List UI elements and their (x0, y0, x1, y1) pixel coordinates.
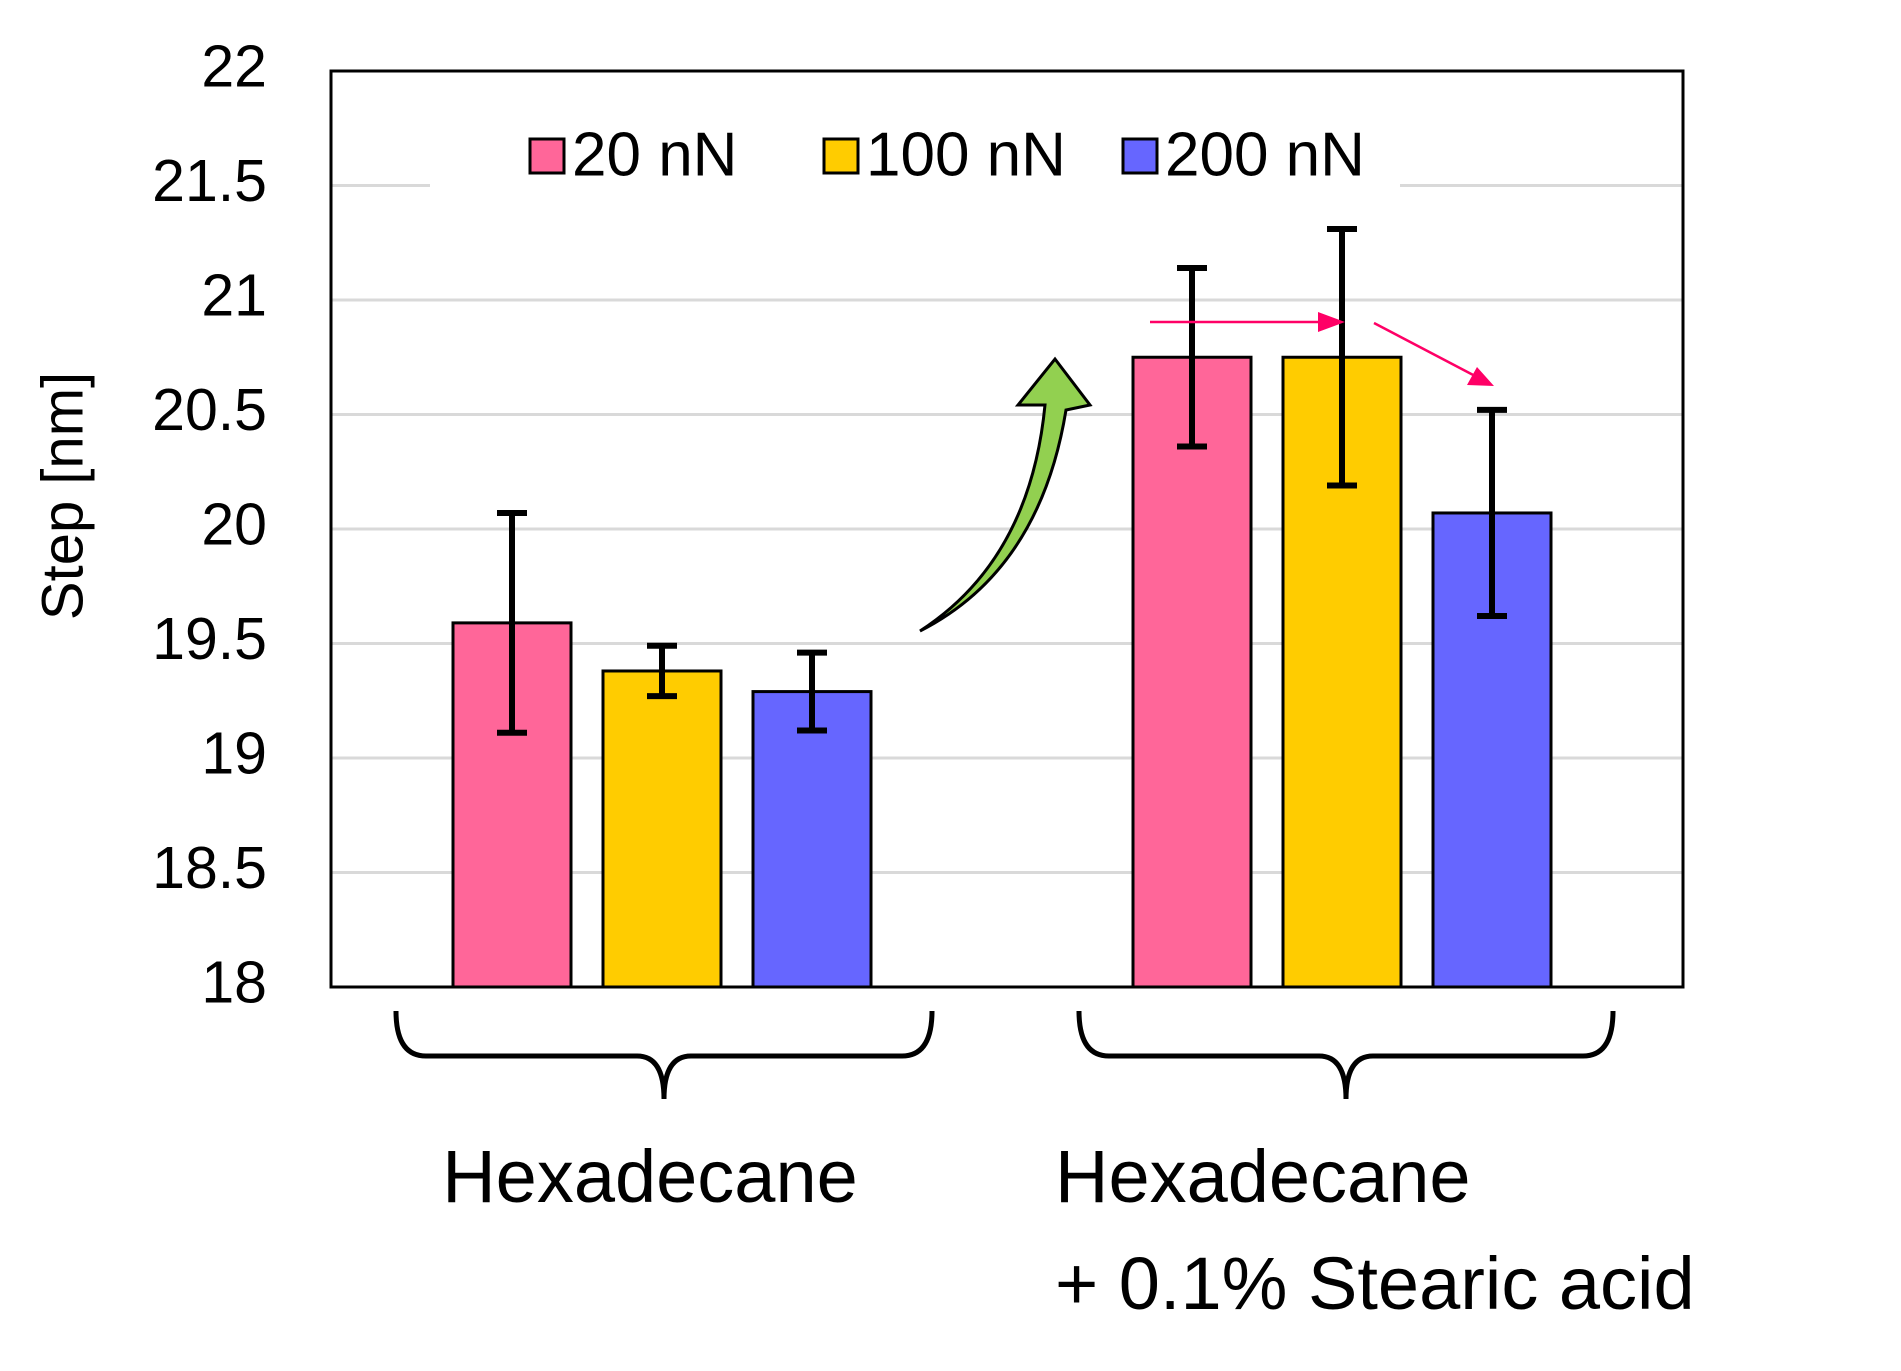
pink-arrow (1373, 321, 1478, 379)
category-label: Hexadecane + 0.1% Stearic acid (1055, 1135, 1695, 1325)
brace (393, 1010, 935, 1100)
y-axis-title: Step [nm] (30, 372, 95, 620)
legend-label: 100 nN (866, 120, 1066, 189)
error-bar (797, 649, 827, 734)
error-bar (1327, 226, 1357, 489)
y-tick-label: 18.5 (152, 835, 267, 901)
error-bar (647, 642, 677, 700)
category-label: Hexadecane (442, 1135, 858, 1218)
trend-arrow (919, 356, 1093, 633)
y-tick-label: 20 (201, 492, 267, 558)
y-tick-label: 22 (201, 34, 267, 100)
bar (601, 669, 723, 989)
y-tick-label: 19 (201, 721, 267, 787)
pink-arrow-head (1467, 367, 1494, 386)
y-tick-label: 21 (201, 263, 267, 329)
legend-swatch (1121, 137, 1159, 175)
legend-bg (430, 112, 1400, 202)
plot-frame (329, 69, 1685, 989)
y-tick-label: 18 (201, 950, 267, 1016)
error-bar (1177, 264, 1207, 450)
pink-arrow-head (1318, 312, 1345, 332)
legend-swatch (528, 137, 566, 175)
error-bar (1477, 406, 1507, 620)
legend-swatch (822, 137, 860, 175)
brace (1076, 1010, 1616, 1100)
y-tick-label: 21.5 (152, 148, 267, 214)
y-tick-label: 19.5 (152, 606, 267, 672)
bar (751, 690, 873, 989)
legend-label: 20 nN (572, 120, 737, 189)
error-bar (497, 509, 527, 736)
bar (1131, 355, 1253, 989)
legend-label: 200 nN (1165, 120, 1365, 189)
y-tick-label: 20.5 (152, 377, 267, 443)
